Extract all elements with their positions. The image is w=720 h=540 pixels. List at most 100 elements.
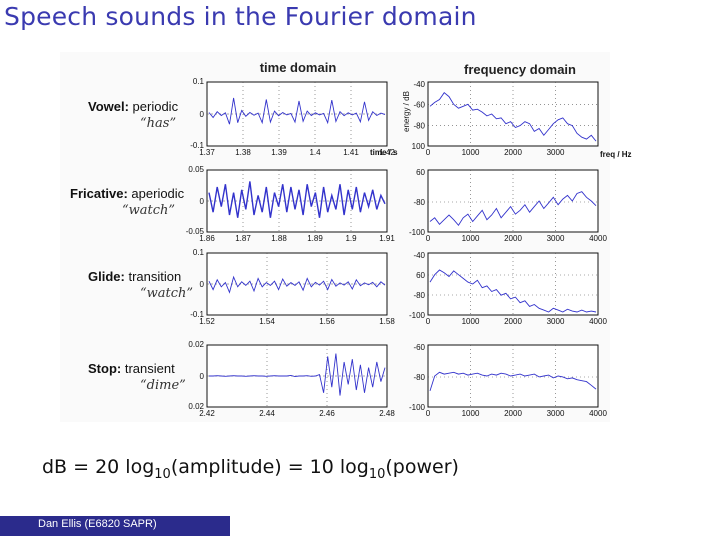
row-example-word: “watch” bbox=[140, 286, 193, 301]
freq-xtick-label: 1000 bbox=[462, 317, 480, 326]
freq-ytick-label: 60 bbox=[416, 271, 425, 280]
freq-xtick-label: 3000 bbox=[547, 148, 565, 157]
freq-xtick-label: 2000 bbox=[504, 148, 522, 157]
time-xtick-label: 2.46 bbox=[319, 409, 335, 418]
freq-xtick-label: 0 bbox=[426, 317, 431, 326]
freq-ytick-label: -100 bbox=[409, 311, 426, 320]
freq-xtick-label: 1000 bbox=[462, 409, 480, 418]
time-waveform bbox=[208, 97, 386, 125]
freq-ytick-label: -60 bbox=[413, 101, 425, 110]
freq-spectrum bbox=[429, 269, 597, 313]
time-xtick-label: 1.38 bbox=[235, 148, 251, 157]
row-label: Glide: transition bbox=[88, 269, 181, 284]
freq-ytick-label: -80 bbox=[413, 373, 425, 382]
time-xtick-label: 1.54 bbox=[259, 317, 275, 326]
time-ytick-label: -0.1 bbox=[190, 141, 204, 150]
freq-ytick-label: -80 bbox=[413, 291, 425, 300]
spectral-figure: time domain frequency domain Vowel: period… bbox=[70, 60, 632, 418]
time-ytick-label: 0 bbox=[200, 280, 205, 289]
formula-sub-1: 10 bbox=[154, 466, 171, 482]
formula-rhs: (power) bbox=[385, 456, 459, 478]
time-xtick-label: 1.39 bbox=[271, 148, 287, 157]
time-xtick-label: 1.4 bbox=[309, 148, 321, 157]
row-label: Stop: transient bbox=[88, 361, 175, 376]
time-ytick-label: -0.05 bbox=[186, 227, 205, 236]
freq-ytick-label: -80 bbox=[413, 198, 425, 207]
freq-ytick-label: 100 bbox=[412, 142, 426, 151]
time-xtick-label: 1.9 bbox=[345, 234, 357, 243]
row-label-class: Fricative: bbox=[70, 186, 128, 201]
row-label-kind: transition bbox=[125, 269, 181, 284]
freq-xtick-label: 3000 bbox=[547, 409, 565, 418]
slide-title: Speech sounds in the Fourier domain bbox=[4, 2, 477, 31]
freq-ytick-label: -40 bbox=[413, 80, 425, 89]
time-xtick-label: 2.44 bbox=[259, 409, 275, 418]
time-xtick-label: 1.56 bbox=[319, 317, 335, 326]
time-ytick-label: 0 bbox=[200, 372, 205, 381]
row-example-word: “has” bbox=[140, 116, 176, 131]
row-label-kind: periodic bbox=[129, 99, 179, 114]
time-axis-label: time / s bbox=[370, 148, 398, 157]
freq-ytick-label: 60 bbox=[416, 168, 425, 177]
time-ytick-label: -0.1 bbox=[190, 310, 204, 319]
freq-panel-frame bbox=[427, 252, 599, 316]
time-xtick-label: 1.41 bbox=[343, 148, 359, 157]
row-label-class: Glide: bbox=[88, 269, 125, 284]
time-xtick-label: 1.88 bbox=[271, 234, 287, 243]
freq-xtick-label: 1000 bbox=[462, 148, 480, 157]
time-xtick-label: 1.58 bbox=[379, 317, 395, 326]
row-label-kind: transient bbox=[121, 361, 175, 376]
freq-xtick-label: 3000 bbox=[547, 317, 565, 326]
time-xtick-label: 2.48 bbox=[379, 409, 395, 418]
freq-axis-label: freq / Hz bbox=[600, 150, 632, 159]
freq-xtick-label: 4000 bbox=[589, 234, 607, 243]
time-waveform bbox=[208, 275, 386, 294]
formula-mid: (amplitude) = 10 log bbox=[170, 456, 369, 478]
freq-spectrum bbox=[429, 92, 597, 142]
freq-panel-frame bbox=[427, 169, 599, 233]
time-waveform bbox=[208, 181, 386, 218]
row-label-kind: aperiodic bbox=[128, 186, 185, 201]
freq-xtick-label: 4000 bbox=[589, 409, 607, 418]
freq-ytick-label: -40 bbox=[413, 251, 425, 260]
time-ytick-label: 0.02 bbox=[188, 402, 204, 411]
energy-axis-label: energy / dB bbox=[402, 91, 411, 132]
freq-xtick-label: 0 bbox=[426, 409, 431, 418]
row-label-class: Stop: bbox=[88, 361, 121, 376]
time-waveform bbox=[209, 353, 386, 396]
time-ytick-label: 0.1 bbox=[193, 248, 205, 257]
freq-xtick-label: 4000 bbox=[589, 317, 607, 326]
freq-xtick-label: 3000 bbox=[547, 234, 565, 243]
row-label: Vowel: periodic bbox=[88, 99, 179, 114]
row-example-word: “watch” bbox=[122, 203, 175, 218]
freq-xtick-label: 2000 bbox=[504, 409, 522, 418]
freq-ytick-label: -100 bbox=[409, 228, 426, 237]
time-xtick-label: 1.89 bbox=[307, 234, 323, 243]
freq-xtick-label: 2000 bbox=[504, 234, 522, 243]
freq-xtick-label: 0 bbox=[426, 148, 431, 157]
freq-xtick-label: 2000 bbox=[504, 317, 522, 326]
freq-ytick-label: -100 bbox=[409, 403, 426, 412]
row-example-word: “dime” bbox=[140, 378, 186, 393]
time-ytick-label: 0.1 bbox=[193, 77, 205, 86]
footer-bar: Dan Ellis (E6820 SAPR) bbox=[0, 516, 230, 536]
freq-xtick-label: 1000 bbox=[462, 234, 480, 243]
time-ytick-label: 0.02 bbox=[188, 340, 204, 349]
time-xtick-label: 1.86 bbox=[199, 234, 215, 243]
time-xtick-label: 1.52 bbox=[199, 317, 215, 326]
time-xtick-label: 2.42 bbox=[199, 409, 215, 418]
time-xtick-label: 1.87 bbox=[235, 234, 251, 243]
time-ytick-label: 0 bbox=[200, 110, 205, 119]
frequency-domain-title: frequency domain bbox=[464, 62, 576, 77]
db-formula: dB = 20 log10(amplitude) = 10 log10(powe… bbox=[42, 456, 459, 482]
freq-ytick-label: -60 bbox=[413, 343, 425, 352]
formula-sub-2: 10 bbox=[368, 466, 386, 482]
row-label-class: Vowel: bbox=[88, 99, 129, 114]
freq-spectrum bbox=[429, 191, 597, 227]
time-xtick-label: 1.91 bbox=[379, 234, 395, 243]
freq-xtick-label: 0 bbox=[426, 234, 431, 243]
time-xtick-label: 1.37 bbox=[199, 148, 215, 157]
freq-spectrum bbox=[429, 371, 597, 392]
time-ytick-label: 0 bbox=[200, 197, 205, 206]
freq-ytick-label: -80 bbox=[413, 121, 425, 130]
